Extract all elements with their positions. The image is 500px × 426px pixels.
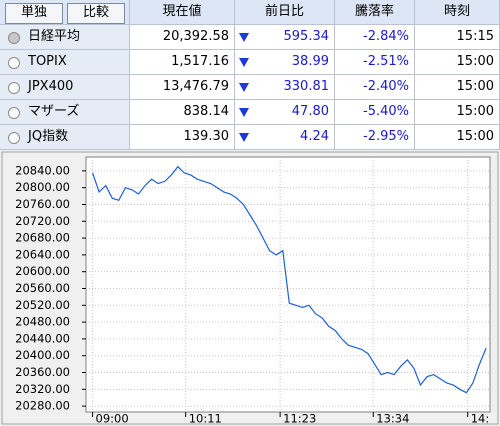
index-name: TOPIX bbox=[0, 50, 130, 75]
column-header: 前日比 bbox=[235, 0, 335, 25]
radio[interactable] bbox=[8, 107, 20, 119]
column-header: 時刻 bbox=[415, 0, 500, 25]
price: 20,392.58 bbox=[130, 25, 235, 50]
down-arrow bbox=[239, 33, 249, 42]
time: 15:00 bbox=[415, 75, 500, 100]
y-tick-label: 20320.00 bbox=[15, 382, 70, 396]
y-tick-label: 20360.00 bbox=[15, 365, 70, 379]
y-tick-label: 20720.00 bbox=[15, 214, 70, 228]
x-tick-label: 13:34 bbox=[376, 412, 409, 426]
change-rate: -5.40% bbox=[335, 100, 415, 125]
index-name: JPX400 bbox=[0, 75, 130, 100]
radio[interactable] bbox=[8, 82, 20, 94]
change: 4.24 bbox=[235, 125, 335, 150]
y-tick-label: 20400.00 bbox=[15, 348, 70, 362]
time: 15:00 bbox=[415, 50, 500, 75]
index-name: JQ指数 bbox=[0, 125, 130, 150]
down-arrow bbox=[239, 83, 249, 92]
y-tick-label: 20600.00 bbox=[15, 264, 70, 278]
change-rate: -2.51% bbox=[335, 50, 415, 75]
change: 595.34 bbox=[235, 25, 335, 50]
change-rate: -2.95% bbox=[335, 125, 415, 150]
column-header: 騰落率 bbox=[335, 0, 415, 25]
plot-area bbox=[85, 156, 491, 413]
time: 15:00 bbox=[415, 125, 500, 150]
down-arrow bbox=[239, 133, 249, 142]
change-rate: -2.40% bbox=[335, 75, 415, 100]
y-tick-label: 20840.00 bbox=[15, 163, 70, 177]
y-tick-label: 20800.00 bbox=[15, 180, 70, 194]
down-arrow bbox=[239, 58, 249, 67]
change: 47.80 bbox=[235, 100, 335, 125]
down-arrow bbox=[239, 108, 249, 117]
y-tick-label: 20520.00 bbox=[15, 298, 70, 312]
tab[interactable]: 単独 bbox=[5, 3, 63, 24]
x-tick-label: 11:23 bbox=[283, 412, 316, 426]
radio[interactable] bbox=[8, 32, 20, 44]
tab[interactable]: 比較 bbox=[67, 3, 125, 24]
time: 15:00 bbox=[415, 100, 500, 125]
y-tick-label: 20760.00 bbox=[15, 197, 70, 211]
price: 1,517.16 bbox=[130, 50, 235, 75]
change-rate: -2.84% bbox=[335, 25, 415, 50]
x-tick-label: 10:11 bbox=[189, 412, 222, 426]
column-header: 現在値 bbox=[130, 0, 235, 25]
y-tick-label: 20640.00 bbox=[15, 247, 70, 261]
y-tick-label: 20680.00 bbox=[15, 231, 70, 245]
time: 15:15 bbox=[415, 25, 500, 50]
price-line bbox=[92, 165, 487, 394]
radio[interactable] bbox=[8, 132, 20, 144]
y-tick-label: 20440.00 bbox=[15, 331, 70, 345]
price: 838.14 bbox=[130, 100, 235, 125]
change: 330.81 bbox=[235, 75, 335, 100]
chart: 20280.00 20320.00 20360.00 20400.00 20440.00… bbox=[1, 151, 499, 426]
radio[interactable] bbox=[8, 57, 20, 69]
price: 13,476.79 bbox=[130, 75, 235, 100]
y-tick-label: 20280.00 bbox=[15, 399, 70, 413]
price: 139.30 bbox=[130, 125, 235, 150]
y-tick-label: 20560.00 bbox=[15, 281, 70, 295]
index-name: 日経平均 bbox=[0, 25, 130, 50]
x-tick-label: 14: bbox=[471, 412, 490, 426]
y-tick-label: 20480.00 bbox=[15, 315, 70, 329]
change: 38.99 bbox=[235, 50, 335, 75]
quote-table: 単独 比較 現在値 前日比 騰落率 時刻日経平均 20,392.58 595.34 -2.84%… bbox=[0, 0, 500, 150]
index-name: マザーズ bbox=[0, 100, 130, 125]
x-tick-label: 09:00 bbox=[96, 412, 129, 426]
